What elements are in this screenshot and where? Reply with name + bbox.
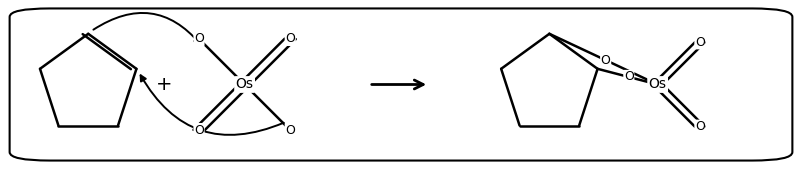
Text: O: O [695, 120, 705, 133]
Text: O: O [601, 54, 610, 67]
Text: O: O [194, 32, 204, 45]
FancyArrowPatch shape [93, 13, 200, 44]
Text: O: O [286, 32, 295, 45]
Text: Os: Os [236, 78, 253, 91]
Text: O: O [286, 124, 295, 137]
Text: Os: Os [649, 78, 666, 91]
FancyArrowPatch shape [140, 75, 284, 135]
Text: O: O [624, 70, 634, 83]
Text: O: O [194, 124, 204, 137]
Text: O: O [695, 36, 705, 49]
Text: +: + [156, 75, 172, 94]
FancyBboxPatch shape [10, 8, 792, 161]
